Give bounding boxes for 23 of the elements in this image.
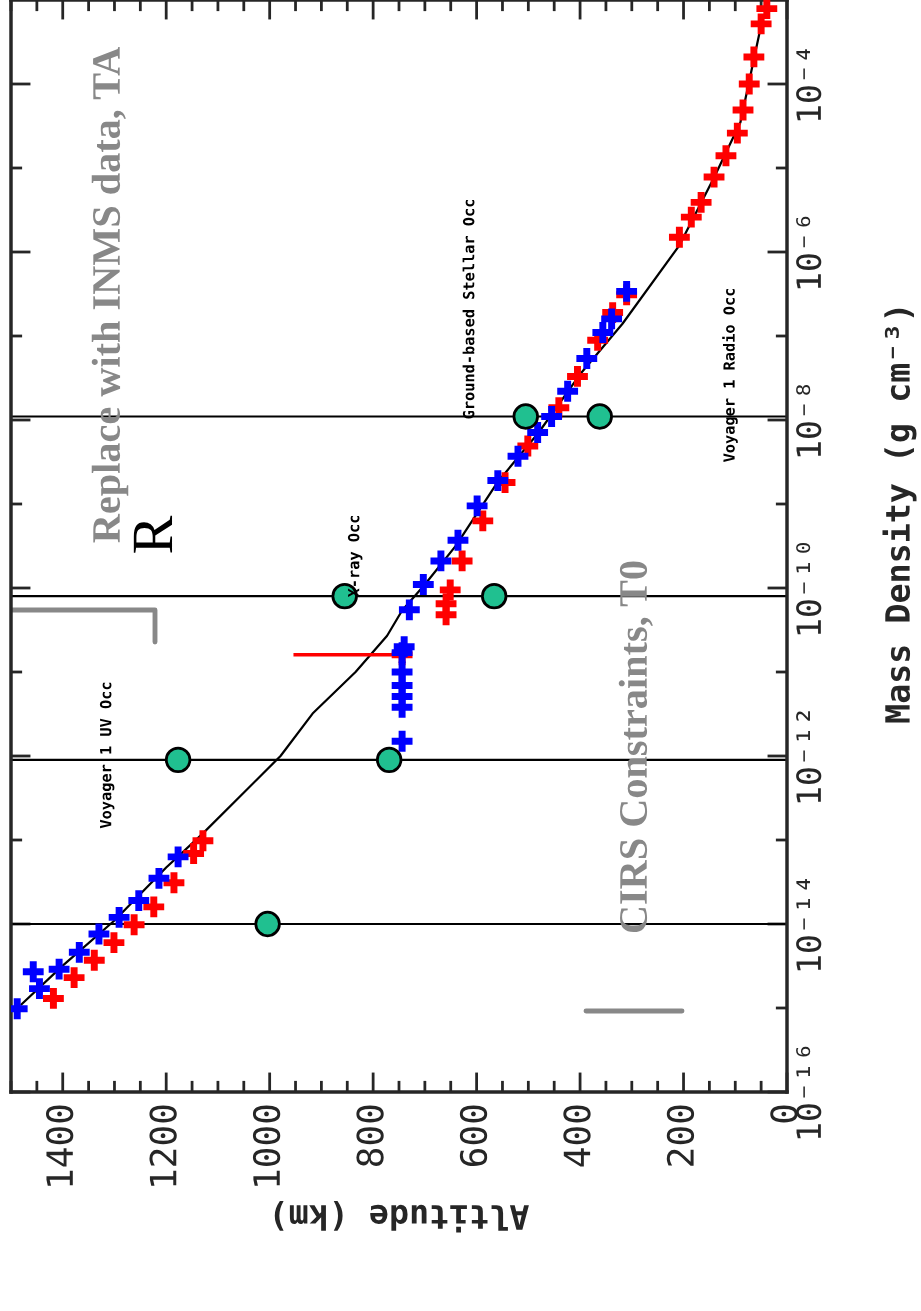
y-tick-label: 10⁻⁶ — [796, 216, 822, 289]
annotation: Replace with INMS data, TA — [91, 47, 129, 543]
x-tick-label: 1400 — [45, 1105, 74, 1186]
annotation: R — [133, 515, 173, 553]
y-tick-label: 10⁻¹⁶ — [796, 1046, 822, 1139]
annotation: CIRS Constraints, T0 — [618, 561, 653, 933]
y-axis-title: Mass Density (g cm⁻³) — [882, 308, 917, 723]
annotation: Voyager 1 UV Occ — [99, 682, 115, 829]
y-tick-label: 10⁻¹⁰ — [796, 542, 822, 635]
x-axis-title: Altitude (km) — [274, 1200, 529, 1233]
annotation: Ground-based Stellar Occ — [462, 199, 475, 419]
x-tick-label: 200 — [666, 1105, 695, 1166]
y-tick-label: 10⁻⁸ — [796, 384, 822, 457]
x-tick-label: 1000 — [252, 1105, 281, 1186]
x-tick-label: 600 — [459, 1105, 488, 1166]
annotation: Voyager 1 Radio Occ — [722, 288, 738, 462]
y-tick-label: 10⁻¹² — [796, 711, 822, 803]
x-tick-label: 1200 — [149, 1105, 177, 1186]
x-tick-label: 0 — [770, 1105, 798, 1123]
x-tick-label: 400 — [563, 1105, 591, 1167]
x-tick-label: 800 — [356, 1105, 384, 1167]
y-tick-label: 10⁻¹⁴ — [796, 879, 822, 971]
y-tick-label: 10⁻⁴ — [796, 49, 822, 121]
